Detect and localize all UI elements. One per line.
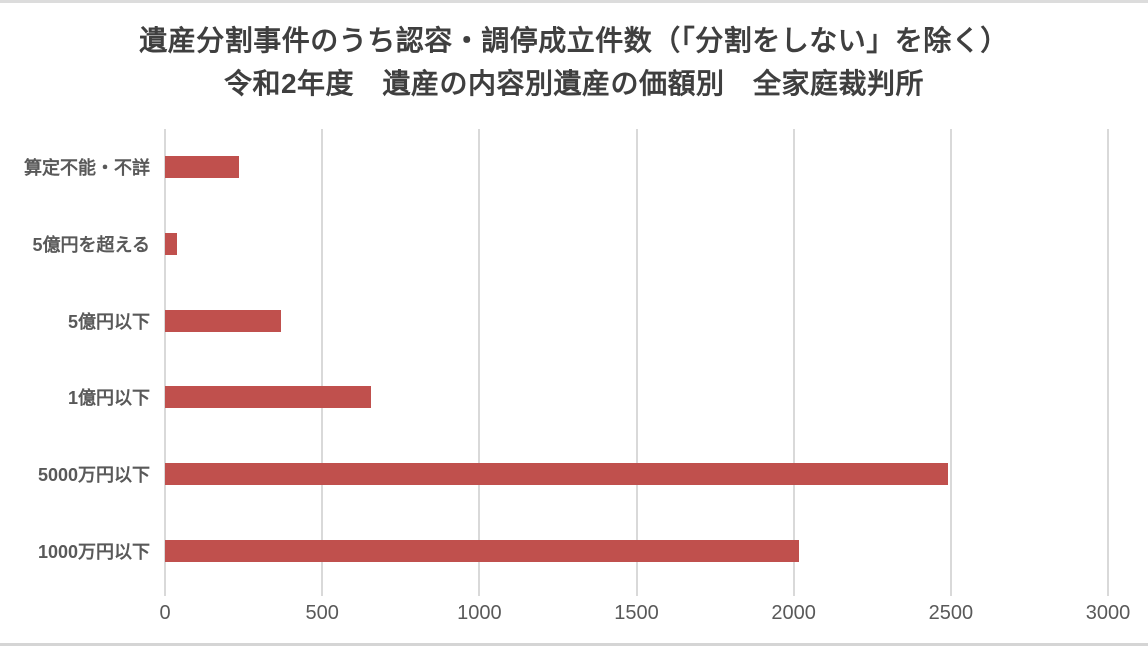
x-axis-tick-label: 500 (305, 602, 339, 624)
chart-title: 遺産分割事件のうち認容・調停成立件数（「分割をしない」を除く） 令和2年度 遺産… (0, 19, 1148, 105)
x-axis-tick-label: 1500 (614, 602, 659, 624)
bar-算定不能・不詳 (165, 156, 240, 179)
gridline-500 (321, 129, 324, 596)
gridline-0 (164, 129, 166, 596)
y-axis-label: 1億円以下 (67, 388, 150, 409)
y-axis-labels: 算定不能・不詳 5億円を超える 5億円以下 1億円以下 5000万円以下 1000万円以下 (0, 129, 150, 589)
bar-1億円以下 (165, 386, 371, 409)
bar-row (165, 282, 1108, 359)
gridline-2500 (949, 129, 952, 596)
x-axis-tick-label: 2000 (771, 602, 816, 624)
y-axis-label: 5億円を超える (32, 235, 150, 255)
gridline-3000 (1107, 129, 1109, 596)
bar-row (165, 206, 1108, 283)
x-axis-labels: 0 500 1000 1500 2000 2500 3000 (159, 602, 1130, 630)
gridline-1500 (635, 129, 638, 596)
bar-5000万円以下 (165, 463, 949, 486)
bar-row (165, 436, 1108, 513)
bar-row (165, 512, 1108, 589)
chart-title-line2: 令和2年度 遺産の内容別遺産の価額別 全家庭裁判所 (223, 68, 925, 99)
gridline-2000 (792, 129, 795, 596)
plot-area (164, 129, 1109, 596)
x-axis-tick-label: 2500 (928, 602, 974, 624)
bar-5億円以下 (165, 309, 281, 332)
gridline-1000 (478, 129, 481, 596)
y-axis-label: 5億円以下 (67, 311, 150, 332)
x-axis-tick-label: 3000 (1085, 602, 1131, 624)
bar-5億円を超える (165, 233, 178, 255)
chart-title-line1: 遺産分割事件のうち認容・調停成立件数（「分割をしない」を除く） (139, 25, 1009, 56)
x-axis-tick-label: 0 (159, 602, 171, 624)
bar-series (165, 129, 1108, 589)
y-axis-label: 算定不能・不詳 (24, 158, 150, 179)
y-axis-label: 5000万円以下 (37, 465, 150, 486)
x-axis-tick-label: 1000 (457, 602, 502, 624)
y-axis-label: 1000万円以下 (37, 541, 150, 562)
bar-row (165, 129, 1108, 206)
bar-row (165, 359, 1108, 436)
bar-1000万円以下 (165, 539, 799, 562)
